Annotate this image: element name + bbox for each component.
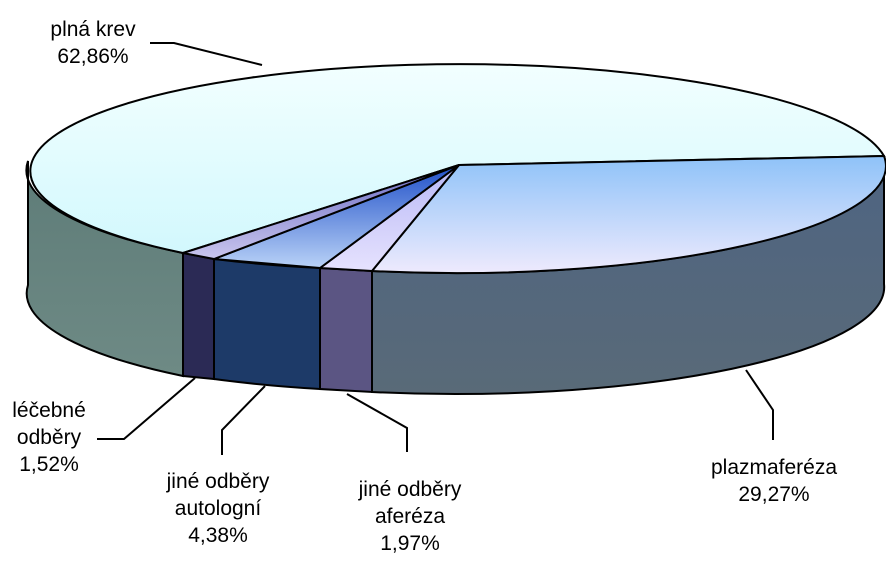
pie-side-afereza [319, 266, 373, 394]
label-jine-autologni-value: 4,38% [188, 524, 248, 547]
label-jine-autologni: jiné odběry autologní 4,38% [148, 468, 288, 549]
leader-line-jine-autologni [221, 385, 266, 455]
leader-line-lecebne [97, 377, 196, 440]
leader-line-plna-krev [150, 42, 263, 66]
pie-slice-plazmafereza [369, 154, 886, 275]
label-lecebne-name2: odběry [16, 426, 82, 449]
label-plazmafereza: plazmaferéza 29,27% [694, 454, 854, 508]
pie-side-lecebne [182, 251, 215, 381]
leader-line-plazmafereza [745, 369, 774, 440]
label-jine-autologni-name: jiné odběry [166, 470, 270, 493]
pie-side-autologni [213, 257, 321, 391]
leader-line-jine-afereza [346, 393, 408, 452]
label-plna-krev: plná krev 62,86% [38, 16, 148, 70]
label-lecebne-value: 1,52% [19, 453, 79, 476]
label-jine-afereza-value: 1,97% [380, 532, 440, 555]
label-plna-krev-name: plná krev [50, 18, 136, 41]
label-lecebne: léčebné odběry 1,52% [4, 397, 94, 478]
label-jine-autologni-name2: autologní [174, 497, 262, 520]
pie-slice-plna-krev [29, 63, 886, 255]
label-plazmafereza-value: 29,27% [738, 483, 810, 506]
label-jine-afereza-name2: aferéza [374, 505, 446, 528]
pie-slice-lecebne [182, 164, 460, 261]
label-plazmafereza-name: plazmaferéza [710, 456, 838, 479]
label-lecebne-name: léčebné [12, 399, 86, 422]
label-jine-afereza: jiné odběry aferéza 1,97% [340, 476, 480, 557]
label-jine-afereza-name: jiné odběry [358, 478, 462, 501]
label-plna-krev-value: 62,86% [57, 45, 129, 68]
